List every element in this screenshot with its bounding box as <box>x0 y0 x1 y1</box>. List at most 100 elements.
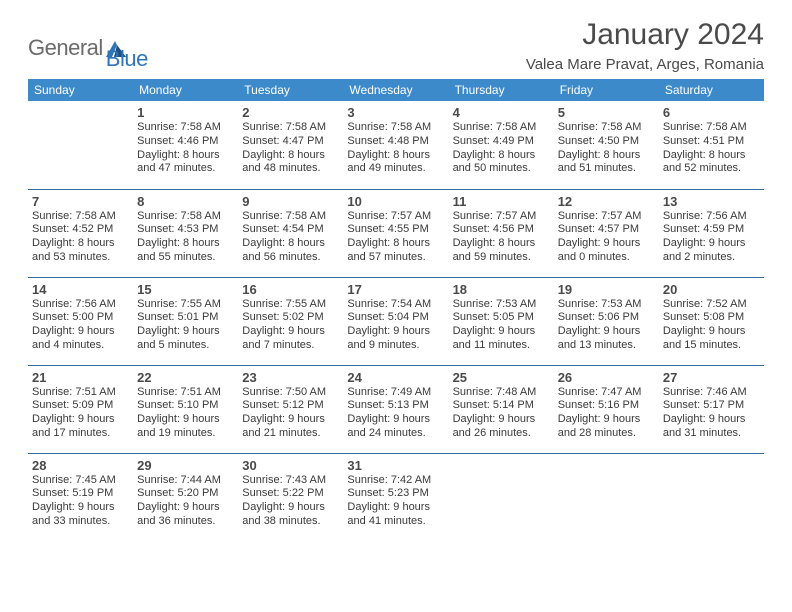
day-day2: and 2 minutes. <box>663 251 760 265</box>
day-number: 21 <box>32 368 129 385</box>
day-day1: Daylight: 9 hours <box>137 325 234 339</box>
day-number: 8 <box>137 192 234 209</box>
day-sunset: Sunset: 5:14 PM <box>453 399 550 413</box>
day-day2: and 11 minutes. <box>453 339 550 353</box>
calendar-day-cell: 31Sunrise: 7:42 AMSunset: 5:23 PMDayligh… <box>343 453 448 541</box>
day-number: 1 <box>137 103 234 120</box>
calendar-day-cell: 4Sunrise: 7:58 AMSunset: 4:49 PMDaylight… <box>449 101 554 189</box>
day-number: 11 <box>453 192 550 209</box>
calendar-day-cell: 11Sunrise: 7:57 AMSunset: 4:56 PMDayligh… <box>449 189 554 277</box>
day-number: 30 <box>242 456 339 473</box>
day-day1: Daylight: 8 hours <box>32 237 129 251</box>
day-sunset: Sunset: 4:59 PM <box>663 223 760 237</box>
day-sunset: Sunset: 5:19 PM <box>32 487 129 501</box>
day-day2: and 49 minutes. <box>347 162 444 176</box>
day-sunrise: Sunrise: 7:51 AM <box>137 386 234 400</box>
weekday-header: Thursday <box>449 79 554 101</box>
day-day1: Daylight: 8 hours <box>242 237 339 251</box>
day-number: 5 <box>558 103 655 120</box>
day-sunset: Sunset: 5:04 PM <box>347 311 444 325</box>
calendar-day-cell: 3Sunrise: 7:58 AMSunset: 4:48 PMDaylight… <box>343 101 448 189</box>
day-sunrise: Sunrise: 7:58 AM <box>347 121 444 135</box>
day-sunrise: Sunrise: 7:53 AM <box>558 298 655 312</box>
day-sunset: Sunset: 4:46 PM <box>137 135 234 149</box>
day-day1: Daylight: 9 hours <box>558 325 655 339</box>
day-day2: and 7 minutes. <box>242 339 339 353</box>
weekday-header: Friday <box>554 79 659 101</box>
day-number: 14 <box>32 280 129 297</box>
day-day1: Daylight: 9 hours <box>137 413 234 427</box>
day-sunrise: Sunrise: 7:58 AM <box>137 210 234 224</box>
day-number: 20 <box>663 280 760 297</box>
day-sunrise: Sunrise: 7:54 AM <box>347 298 444 312</box>
day-sunrise: Sunrise: 7:58 AM <box>663 121 760 135</box>
day-sunset: Sunset: 5:01 PM <box>137 311 234 325</box>
calendar-day-cell: 2Sunrise: 7:58 AMSunset: 4:47 PMDaylight… <box>238 101 343 189</box>
calendar-day-cell: 28Sunrise: 7:45 AMSunset: 5:19 PMDayligh… <box>28 453 133 541</box>
day-number: 29 <box>137 456 234 473</box>
day-day1: Daylight: 9 hours <box>242 325 339 339</box>
day-number: 6 <box>663 103 760 120</box>
day-sunrise: Sunrise: 7:43 AM <box>242 474 339 488</box>
day-number: 2 <box>242 103 339 120</box>
day-day2: and 53 minutes. <box>32 251 129 265</box>
day-sunrise: Sunrise: 7:48 AM <box>453 386 550 400</box>
day-sunset: Sunset: 4:57 PM <box>558 223 655 237</box>
day-day1: Daylight: 8 hours <box>137 149 234 163</box>
day-sunrise: Sunrise: 7:58 AM <box>242 121 339 135</box>
day-number: 24 <box>347 368 444 385</box>
calendar-day-cell: 13Sunrise: 7:56 AMSunset: 4:59 PMDayligh… <box>659 189 764 277</box>
day-day2: and 59 minutes. <box>453 251 550 265</box>
day-sunset: Sunset: 5:02 PM <box>242 311 339 325</box>
day-sunrise: Sunrise: 7:55 AM <box>137 298 234 312</box>
day-sunset: Sunset: 5:17 PM <box>663 399 760 413</box>
day-day1: Daylight: 8 hours <box>242 149 339 163</box>
day-day2: and 4 minutes. <box>32 339 129 353</box>
weekday-header-row: Sunday Monday Tuesday Wednesday Thursday… <box>28 79 764 101</box>
day-day1: Daylight: 8 hours <box>453 237 550 251</box>
day-number: 27 <box>663 368 760 385</box>
day-day2: and 13 minutes. <box>558 339 655 353</box>
calendar-week-row: 7Sunrise: 7:58 AMSunset: 4:52 PMDaylight… <box>28 189 764 277</box>
day-day2: and 57 minutes. <box>347 251 444 265</box>
day-day2: and 47 minutes. <box>137 162 234 176</box>
calendar-day-cell: 7Sunrise: 7:58 AMSunset: 4:52 PMDaylight… <box>28 189 133 277</box>
day-sunset: Sunset: 5:00 PM <box>32 311 129 325</box>
day-day1: Daylight: 9 hours <box>347 325 444 339</box>
day-sunset: Sunset: 5:16 PM <box>558 399 655 413</box>
calendar-day-cell <box>659 453 764 541</box>
day-day2: and 17 minutes. <box>32 427 129 441</box>
day-day2: and 36 minutes. <box>137 515 234 529</box>
logo-text-blue: Blue <box>106 46 148 72</box>
calendar-day-cell: 15Sunrise: 7:55 AMSunset: 5:01 PMDayligh… <box>133 277 238 365</box>
day-sunrise: Sunrise: 7:46 AM <box>663 386 760 400</box>
day-day2: and 51 minutes. <box>558 162 655 176</box>
day-day1: Daylight: 9 hours <box>453 413 550 427</box>
calendar-week-row: 1Sunrise: 7:58 AMSunset: 4:46 PMDaylight… <box>28 101 764 189</box>
day-day2: and 38 minutes. <box>242 515 339 529</box>
day-sunset: Sunset: 5:22 PM <box>242 487 339 501</box>
day-sunrise: Sunrise: 7:55 AM <box>242 298 339 312</box>
calendar-table: Sunday Monday Tuesday Wednesday Thursday… <box>28 79 764 541</box>
day-sunset: Sunset: 4:52 PM <box>32 223 129 237</box>
calendar-day-cell: 12Sunrise: 7:57 AMSunset: 4:57 PMDayligh… <box>554 189 659 277</box>
calendar-day-cell: 20Sunrise: 7:52 AMSunset: 5:08 PMDayligh… <box>659 277 764 365</box>
day-number: 4 <box>453 103 550 120</box>
page-title: January 2024 <box>526 18 764 52</box>
day-number: 22 <box>137 368 234 385</box>
day-day1: Daylight: 8 hours <box>137 237 234 251</box>
weekday-header: Monday <box>133 79 238 101</box>
day-number: 12 <box>558 192 655 209</box>
day-day2: and 56 minutes. <box>242 251 339 265</box>
day-sunrise: Sunrise: 7:52 AM <box>663 298 760 312</box>
calendar-day-cell: 19Sunrise: 7:53 AMSunset: 5:06 PMDayligh… <box>554 277 659 365</box>
day-day2: and 41 minutes. <box>347 515 444 529</box>
day-sunrise: Sunrise: 7:49 AM <box>347 386 444 400</box>
day-sunset: Sunset: 4:51 PM <box>663 135 760 149</box>
day-sunrise: Sunrise: 7:58 AM <box>137 121 234 135</box>
logo: General Blue <box>28 24 148 72</box>
day-day1: Daylight: 9 hours <box>32 413 129 427</box>
calendar-week-row: 28Sunrise: 7:45 AMSunset: 5:19 PMDayligh… <box>28 453 764 541</box>
day-sunrise: Sunrise: 7:58 AM <box>453 121 550 135</box>
day-sunset: Sunset: 5:09 PM <box>32 399 129 413</box>
